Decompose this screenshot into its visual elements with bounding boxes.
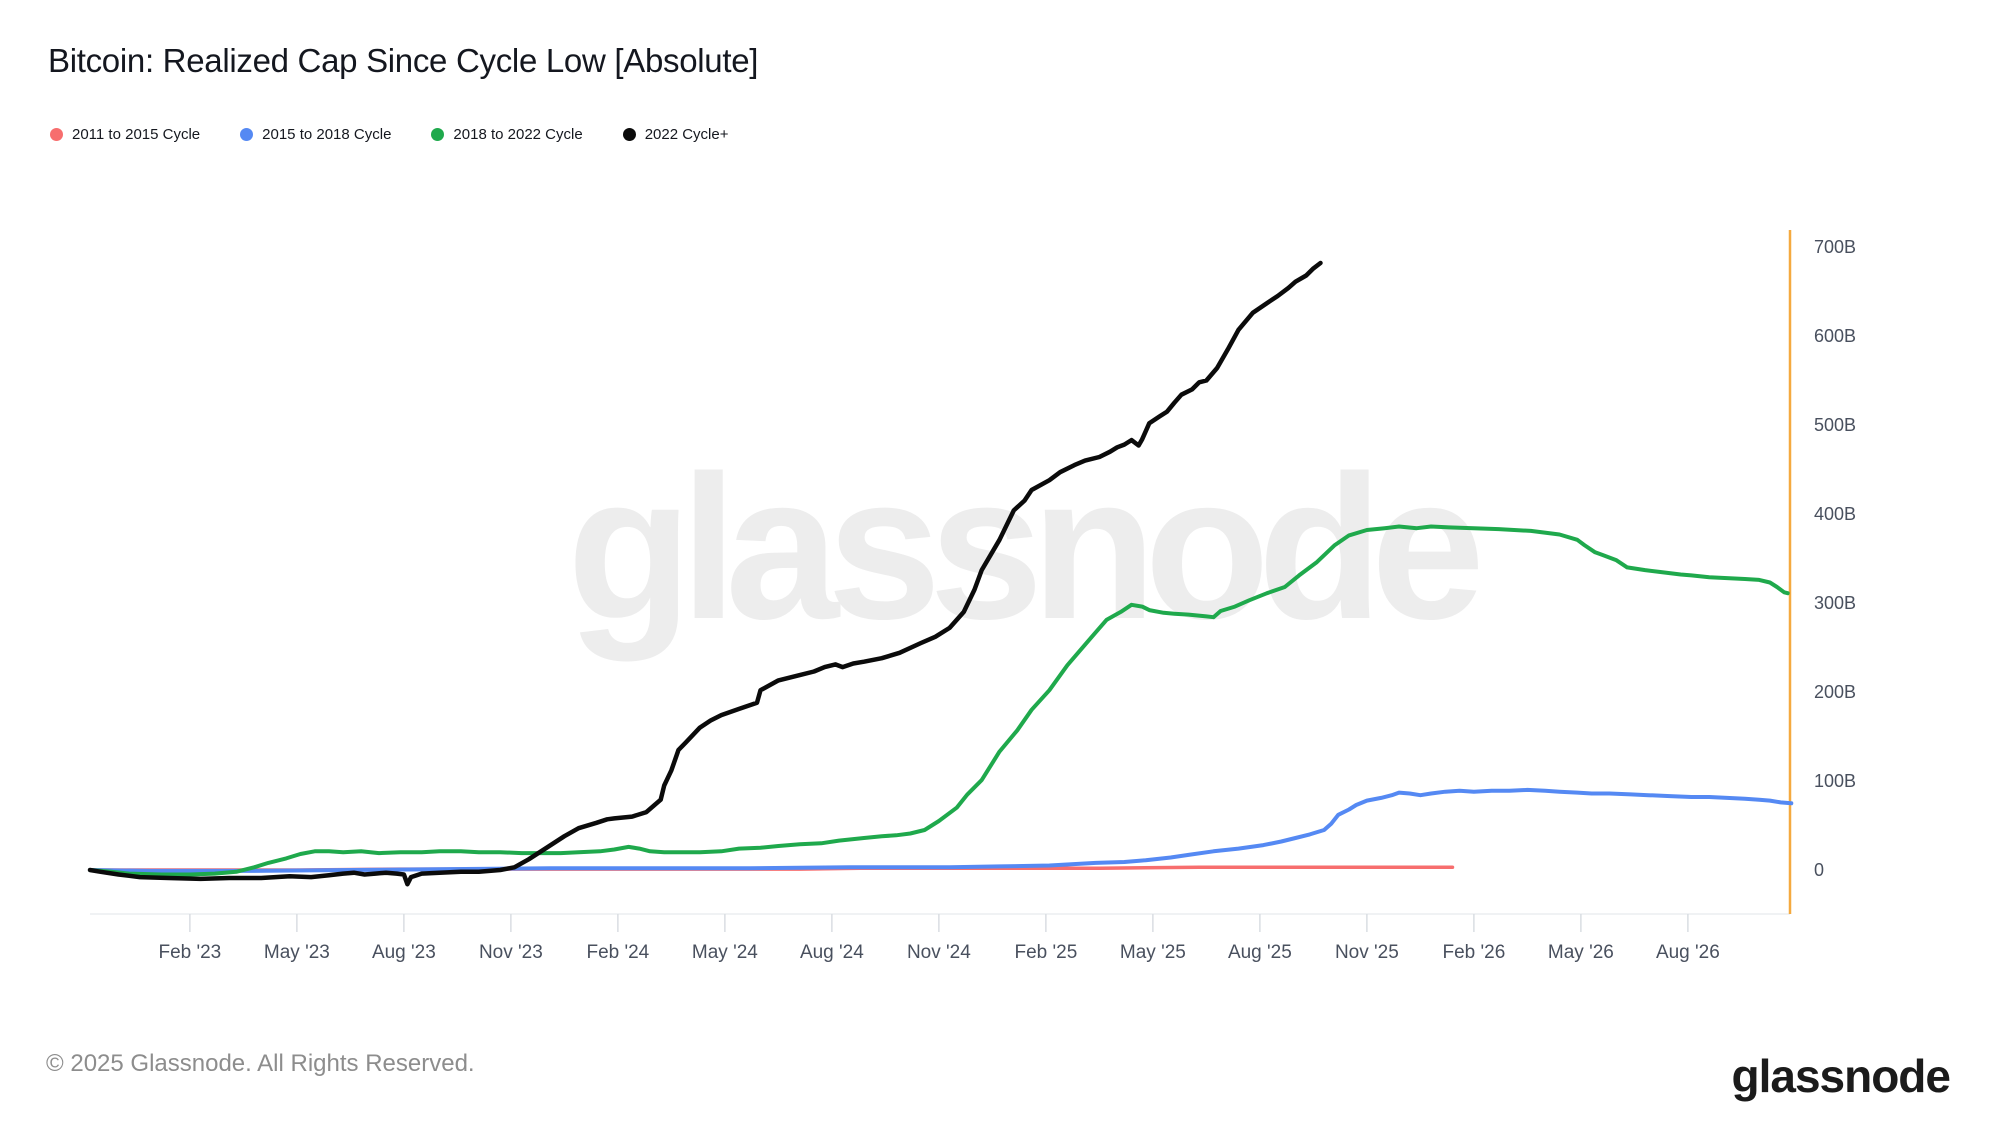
x-tick-label: Feb '26: [1442, 942, 1505, 963]
x-tick-label: Feb '25: [1014, 942, 1077, 963]
x-tick-label: May '26: [1548, 942, 1614, 963]
legend-dot-cycle-2011-2015: [50, 128, 63, 141]
x-tick-label: Aug '25: [1228, 942, 1292, 963]
y-tick-label: 500B: [1814, 415, 1856, 435]
x-tick-label: Feb '24: [586, 942, 649, 963]
x-tick-label: Nov '24: [907, 942, 971, 963]
series-line-2018-to-2022-cycle[interactable]: [88, 524, 1790, 877]
glassnode-logo: glassnode: [1731, 1050, 1951, 1102]
y-tick-label: 600B: [1814, 326, 1856, 346]
chart-axes: [90, 230, 1792, 932]
legend-dot-cycle-2022-plus: [622, 128, 636, 141]
series-line-2015-to-2018-cycle[interactable]: [88, 787, 1794, 873]
legend-label: 2018 to 2022 Cycle: [453, 126, 583, 143]
legend-dot-cycle-2018-2022: [431, 128, 445, 141]
y-tick-label: 300B: [1814, 593, 1856, 613]
copyright-text: © 2025 Glassnode. All Rights Reserved.: [46, 1050, 475, 1077]
legend-label: 2015 to 2018 Cycle: [262, 126, 392, 143]
series-line-2022-cycle[interactable]: [87, 260, 1323, 887]
legend-dot-cycle-2015-2018: [240, 128, 254, 141]
chart-axis-labels: Feb '23 May '23 Aug '23 Nov '23 Feb '24 May '…: [158, 237, 1856, 963]
legend-label: 2022 Cycle+: [644, 126, 729, 143]
legend-item-cycle-2011-2015[interactable]: 2011 to 2015 Cycle: [50, 126, 200, 143]
legend-label: 2011 to 2015 Cycle: [72, 126, 201, 143]
chart-legend: 2011 to 2015 Cycle 2015 to 2018 Cycle 2018…: [50, 126, 729, 143]
x-tick-label: May '25: [1120, 942, 1186, 963]
y-tick-label: 100B: [1814, 771, 1856, 791]
legend-item-cycle-2018-2022[interactable]: 2018 to 2022 Cycle: [431, 126, 583, 143]
y-tick-label: 200B: [1814, 682, 1856, 702]
y-tick-label: 700B: [1814, 237, 1856, 257]
y-tick-label: 400B: [1814, 504, 1856, 524]
x-tick-label: Aug '24: [800, 942, 864, 963]
x-tick-label: May '24: [692, 942, 758, 963]
x-tick-label: Nov '25: [1335, 942, 1399, 963]
legend-item-cycle-2015-2018[interactable]: 2015 to 2018 Cycle: [240, 126, 391, 143]
x-tick-label: Aug '26: [1656, 942, 1720, 963]
x-tick-label: Feb '23: [158, 942, 221, 963]
x-tick-label: Aug '23: [372, 942, 436, 963]
y-tick-label: 0: [1814, 860, 1824, 880]
x-tick-label: May '23: [264, 942, 330, 963]
chart-series: [87, 260, 1794, 887]
legend-item-cycle-2022-plus[interactable]: 2022 Cycle+: [622, 126, 729, 143]
x-tick-label: Nov '23: [479, 942, 543, 963]
page-title: Bitcoin: Realized Cap Since Cycle Low [A…: [48, 42, 759, 79]
